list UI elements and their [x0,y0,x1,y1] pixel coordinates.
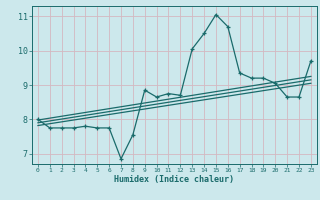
X-axis label: Humidex (Indice chaleur): Humidex (Indice chaleur) [115,175,234,184]
